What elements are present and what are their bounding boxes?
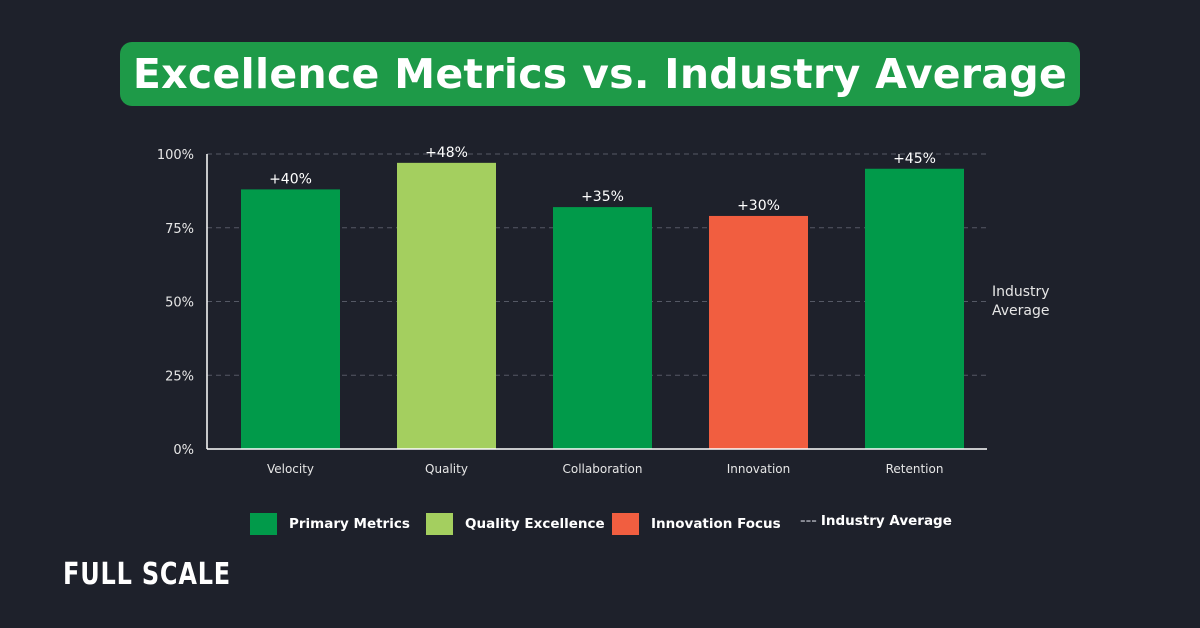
dashed-line-icon: --- xyxy=(800,513,817,529)
reference-label-line2: Average xyxy=(992,303,1050,319)
y-tick-label: 100% xyxy=(157,148,194,163)
legend-label: Innovation Focus xyxy=(651,516,781,532)
bar-innovation xyxy=(709,215,808,449)
data-label: +35% xyxy=(581,189,624,205)
legend-item-innovation-focus: Innovation Focus xyxy=(612,513,781,535)
bar-quality xyxy=(397,162,496,449)
x-tick-label: Collaboration xyxy=(563,462,643,476)
y-tick-label: 0% xyxy=(173,443,194,458)
chart-title: Excellence Metrics vs. Industry Average xyxy=(120,42,1080,106)
full-scale-logo: FULL SCALE xyxy=(63,557,231,592)
legend-label: Industry Average xyxy=(820,513,952,529)
y-tick-label: 75% xyxy=(165,222,194,237)
legend-swatch xyxy=(250,513,277,535)
x-tick-label: Quality xyxy=(425,462,468,476)
bar-velocity xyxy=(241,189,340,449)
legend-label: Primary Metrics xyxy=(289,516,410,532)
x-tick-label: Innovation xyxy=(727,462,791,476)
legend-label: Quality Excellence xyxy=(465,516,605,532)
data-label: +40% xyxy=(269,171,312,187)
reference-label-line1: Industry xyxy=(992,284,1050,300)
bar-collaboration xyxy=(553,207,652,449)
legend-item-quality-excellence: Quality Excellence xyxy=(426,513,605,535)
y-tick-label: 25% xyxy=(165,369,194,384)
legend-swatch xyxy=(612,513,639,535)
data-label: +30% xyxy=(737,198,780,214)
legend-swatch xyxy=(426,513,453,535)
x-tick-label: Retention xyxy=(886,462,944,476)
data-label: +48% xyxy=(425,145,468,161)
legend-item-primary-metrics: Primary Metrics xyxy=(250,513,410,535)
y-tick-label: 50% xyxy=(165,296,194,311)
data-label: +45% xyxy=(893,151,936,167)
x-tick-label: Velocity xyxy=(267,462,314,476)
bar-retention xyxy=(865,168,964,449)
legend-item-industry-average: --- Industry Average xyxy=(800,513,952,529)
